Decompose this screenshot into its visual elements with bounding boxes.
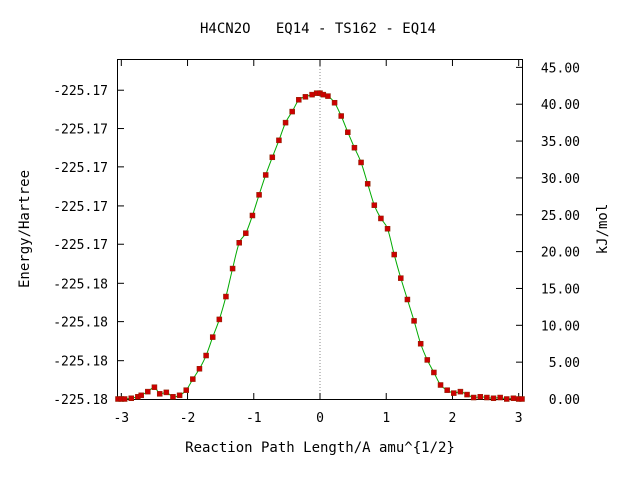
data-point	[203, 352, 209, 359]
data-point	[320, 91, 327, 98]
left-y-tick-label: -225.18	[53, 316, 108, 331]
left-y-tick-label: -225.17	[53, 123, 108, 138]
left-y-axis: -225.18 -225.18 -225.18 -225.18 -225.17 -225.…	[53, 84, 124, 408]
y-axis-title-right: kJ/mol	[595, 204, 611, 255]
data-point	[331, 99, 338, 106]
data-point	[484, 394, 490, 401]
data-point	[338, 113, 344, 119]
data-point	[128, 395, 134, 402]
x-tick-label: 2	[449, 411, 457, 426]
data-point	[378, 215, 384, 222]
right-y-tick-label: 15.00	[541, 282, 580, 297]
data-point	[249, 212, 256, 219]
left-y-tick-label: -225.18	[53, 355, 108, 370]
x-tick-label: 0	[316, 411, 324, 426]
data-point	[262, 172, 269, 178]
data-point	[229, 265, 236, 272]
data-point	[309, 91, 315, 98]
data-point	[371, 202, 378, 208]
data-point	[156, 391, 163, 397]
data-point	[504, 396, 510, 402]
data-point	[282, 119, 289, 126]
left-y-tick-label: -225.17	[53, 238, 108, 253]
data-point	[256, 192, 262, 198]
data-point	[170, 394, 176, 400]
x-tick-label: -1	[246, 411, 262, 426]
data-point	[451, 390, 457, 396]
data-point	[183, 387, 189, 393]
x-tick-label: 3	[515, 411, 523, 426]
right-y-tick-label: 45.00	[541, 61, 580, 76]
data-point	[276, 137, 282, 144]
right-y-tick-label: 5.00	[549, 356, 580, 371]
right-y-tick-label: 35.00	[541, 135, 580, 150]
data-point	[296, 97, 302, 103]
x-tick-label: 1	[382, 411, 390, 426]
energy-series	[115, 90, 525, 402]
x-axis: -3 -2 -1 0 1 2 3	[113, 60, 523, 426]
data-point	[345, 129, 351, 135]
data-point	[243, 230, 249, 236]
data-point	[404, 296, 411, 303]
data-point	[411, 318, 417, 324]
left-y-tick-label: -225.18	[53, 277, 108, 292]
data-point	[497, 394, 503, 401]
data-point	[190, 376, 196, 382]
data-point	[216, 316, 223, 323]
data-point	[145, 388, 151, 395]
data-point	[302, 94, 309, 100]
data-point	[351, 144, 358, 151]
plot-frame	[117, 59, 523, 400]
x-tick-label: -3	[113, 411, 129, 426]
right-y-tick-label: 0.00	[549, 393, 580, 408]
right-y-axis: 0.00 5.00 10.00 15.00 20.00 25.00 30.00 35.00 40…	[516, 61, 580, 408]
data-point	[121, 396, 128, 402]
data-point	[289, 108, 295, 115]
right-y-tick-label: 30.00	[541, 172, 580, 187]
data-point	[519, 396, 525, 402]
data-point	[431, 369, 437, 376]
data-point	[510, 395, 517, 402]
data-point	[325, 93, 331, 99]
data-point	[424, 357, 431, 363]
data-point	[236, 240, 242, 246]
x-tick-label: -2	[180, 411, 196, 426]
data-point	[163, 389, 170, 396]
data-point	[417, 340, 424, 347]
left-y-tick-label: -225.17	[53, 84, 108, 99]
y-axis-title-left: Energy/Hartree	[17, 170, 33, 288]
data-point	[470, 394, 477, 401]
chart-title: H4CN2O EQ14 - TS162 - EQ14	[200, 21, 436, 37]
right-y-tick-label: 10.00	[541, 319, 580, 334]
data-point	[151, 384, 158, 390]
data-point	[437, 382, 444, 388]
left-y-tick-label: -225.17	[53, 200, 108, 215]
data-point	[490, 395, 497, 402]
data-point	[223, 293, 229, 300]
x-axis-title: Reaction Path Length/A amu^{1/2}	[185, 440, 455, 456]
data-point	[269, 154, 276, 161]
data-point	[138, 392, 144, 399]
data-point	[364, 181, 371, 187]
left-y-tick-label: -225.17	[53, 161, 108, 176]
data-point	[196, 366, 203, 372]
data-point	[444, 387, 450, 393]
right-y-tick-label: 25.00	[541, 209, 580, 224]
data-point	[391, 251, 397, 258]
data-point	[176, 392, 183, 399]
right-y-tick-label: 20.00	[541, 246, 580, 261]
data-point	[209, 334, 216, 340]
left-y-tick-label: -225.18	[53, 393, 108, 408]
right-y-tick-label: 40.00	[541, 98, 580, 113]
data-point	[384, 226, 391, 232]
data-point	[358, 159, 364, 166]
data-point	[477, 394, 484, 400]
data-point	[457, 388, 464, 395]
data-point	[398, 275, 404, 281]
data-point	[464, 391, 470, 398]
